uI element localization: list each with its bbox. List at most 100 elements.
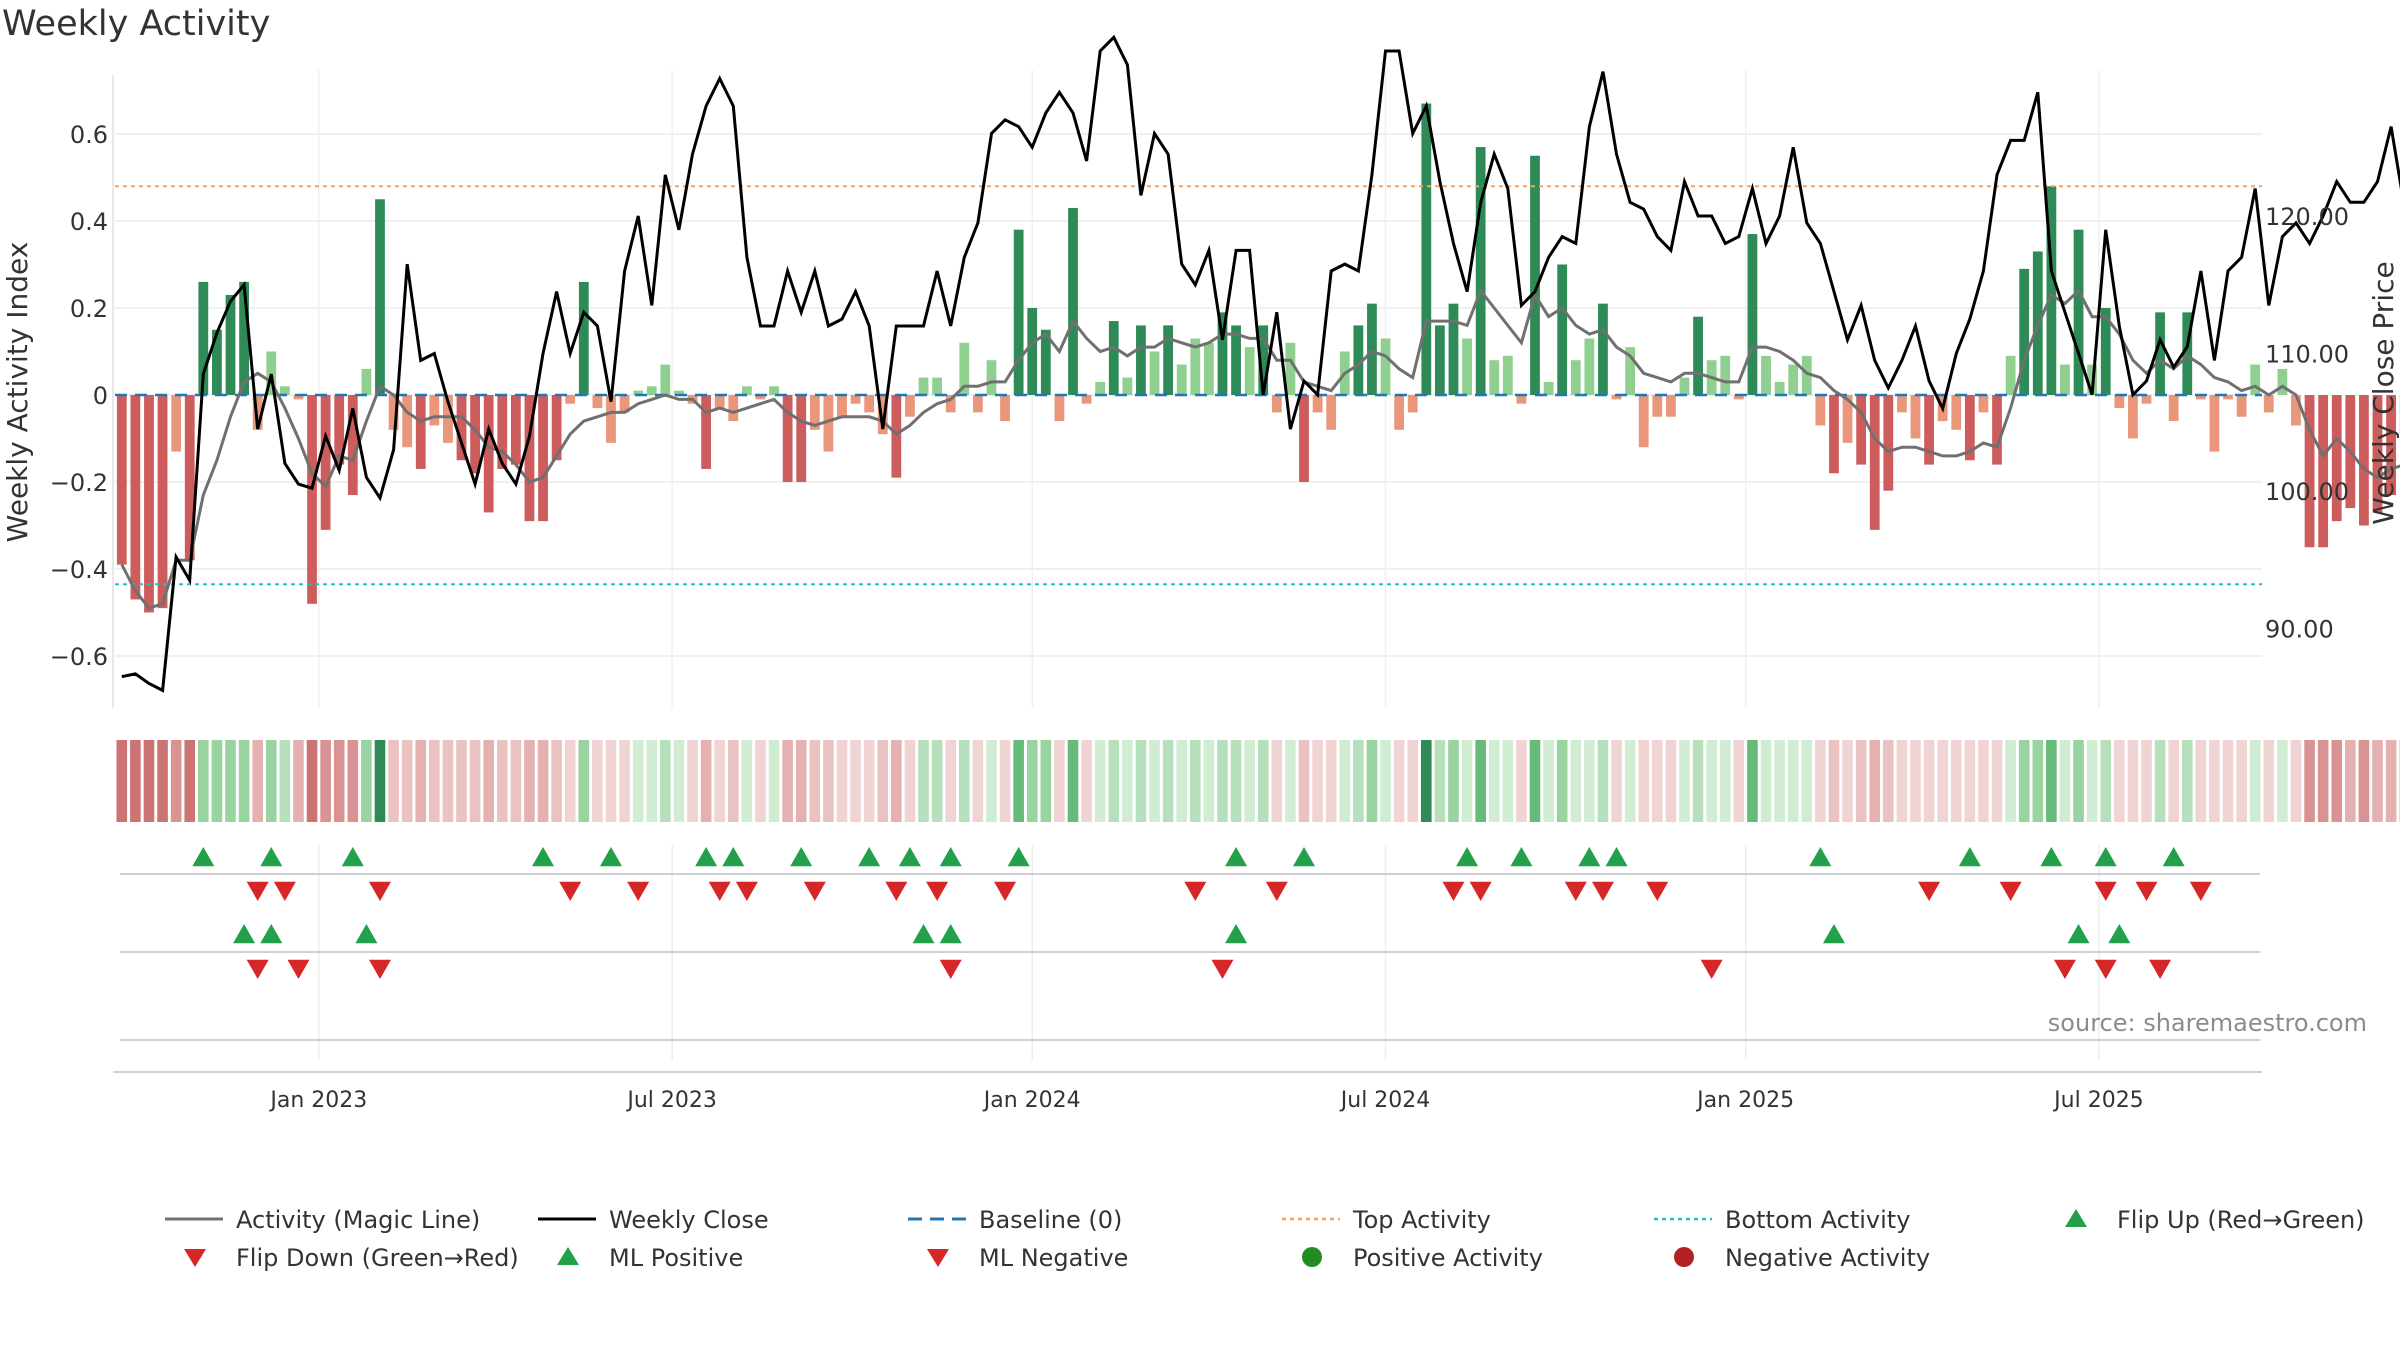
legend-swatch — [1674, 1247, 1694, 1267]
activity-bar — [1897, 395, 1907, 413]
activity-bar — [823, 395, 834, 452]
regime-cell — [727, 740, 739, 822]
regime-cell — [1421, 740, 1432, 822]
regime-cell — [877, 740, 889, 822]
activity-bar — [837, 395, 847, 417]
regime-cell — [429, 740, 440, 822]
flip-down-marker — [1591, 881, 1614, 901]
gridlines — [115, 70, 2262, 1060]
ml-positive-marker — [1822, 924, 1845, 944]
activity-bar — [646, 386, 657, 395]
y-tick-label: −0.4 — [50, 556, 108, 584]
activity-bar — [1530, 155, 1540, 395]
regime-cell — [1257, 740, 1269, 822]
activity-bar — [1244, 347, 1255, 395]
regime-cell — [2127, 740, 2139, 822]
activity-bar — [1679, 377, 1690, 395]
legend-label: Top Activity — [1352, 1206, 1491, 1234]
flip-down-marker — [1999, 881, 2022, 901]
regime-cell — [496, 740, 508, 822]
activity-bar — [1516, 395, 1527, 404]
activity-bar — [782, 395, 793, 482]
x-tick-label: Jan 2023 — [268, 1088, 367, 1113]
activity-bar — [2168, 395, 2179, 422]
activity-bar — [809, 395, 820, 430]
regime-cell — [361, 740, 372, 822]
regime-cell — [1611, 740, 1622, 822]
regime-cell — [2100, 740, 2112, 822]
regime-cell — [2168, 740, 2179, 822]
regime-cell — [1475, 740, 1486, 822]
regime-cell — [2372, 740, 2383, 822]
flip-up-marker — [2094, 847, 2117, 867]
flip-up-marker — [599, 847, 622, 867]
regime-cell — [211, 740, 223, 822]
activity-bar — [1312, 395, 1323, 413]
activity-bar — [2209, 395, 2220, 452]
regime-cell — [537, 740, 549, 822]
regime-cell — [1108, 740, 1120, 822]
ml-positive-marker — [912, 924, 935, 944]
regime-cell — [1543, 740, 1554, 822]
activity-bar — [1910, 395, 1921, 439]
legend-item: Bottom Activity — [1654, 1206, 1910, 1234]
legend-item: Top Activity — [1282, 1206, 1491, 1234]
ml-positive-marker — [2108, 924, 2131, 944]
regime-cell — [279, 740, 291, 822]
regime-cell — [1176, 740, 1188, 822]
flip-down-marker — [1646, 881, 1669, 901]
regime-cell — [2304, 740, 2315, 822]
flip-down-marker — [1184, 881, 1207, 901]
activity-bar — [1407, 395, 1418, 413]
activity-bar — [1869, 395, 1880, 530]
regime-cell — [1584, 740, 1595, 822]
activity-bar — [1136, 325, 1146, 395]
activity-bar — [674, 390, 684, 395]
legend-swatch — [927, 1249, 949, 1267]
regime-cell — [2154, 740, 2166, 822]
regime-cell — [1896, 740, 1908, 822]
y2-tick-label: 110.00 — [2265, 341, 2349, 369]
regime-cell — [809, 740, 821, 822]
activity-bar — [225, 294, 236, 395]
regime-cell — [795, 740, 807, 822]
regime-cell — [564, 740, 576, 822]
y-tick-label: 0.2 — [70, 295, 108, 323]
regime-cell — [401, 740, 413, 822]
regime-cell — [1271, 740, 1283, 822]
ml-negative-marker — [2053, 959, 2076, 979]
regime-cell — [374, 740, 386, 822]
activity-bar — [660, 364, 671, 395]
regime-cell — [1760, 740, 1772, 822]
regime-cell — [2209, 740, 2220, 822]
flip-up-marker — [1293, 847, 1316, 867]
flip-down-marker — [803, 881, 826, 901]
legend-label: Baseline (0) — [979, 1206, 1122, 1234]
activity-bar — [1598, 303, 1608, 395]
activity-bar — [470, 395, 480, 474]
regime-cell — [1230, 740, 1242, 822]
y-tick-label: −0.6 — [50, 643, 108, 671]
activity-bar — [972, 395, 983, 413]
regime-cell — [1950, 740, 1962, 822]
activity-bar — [2331, 395, 2342, 522]
regime-cell — [1815, 740, 1826, 822]
legend-swatch — [184, 1249, 206, 1267]
activity-bar — [1068, 207, 1078, 395]
regime-cell — [1434, 740, 1446, 822]
regime-cell — [1203, 740, 1215, 822]
regime-cell — [646, 740, 658, 822]
activity-bar — [1747, 234, 1758, 395]
regime-cell — [1448, 740, 1459, 822]
activity-bar — [1842, 395, 1853, 443]
flip-down-marker — [2094, 881, 2117, 901]
activity-bar — [524, 395, 535, 522]
legend-item: Activity (Magic Line) — [165, 1206, 480, 1234]
flip-up-marker — [1809, 847, 1832, 867]
activity-bar — [1122, 377, 1133, 395]
activity-bar — [1013, 229, 1024, 395]
legend: Activity (Magic Line) Weekly Close Baselin… — [165, 1206, 2365, 1272]
regime-cell — [1937, 740, 1948, 822]
activity-bar — [1203, 342, 1214, 395]
activity-bar — [1611, 395, 1622, 400]
